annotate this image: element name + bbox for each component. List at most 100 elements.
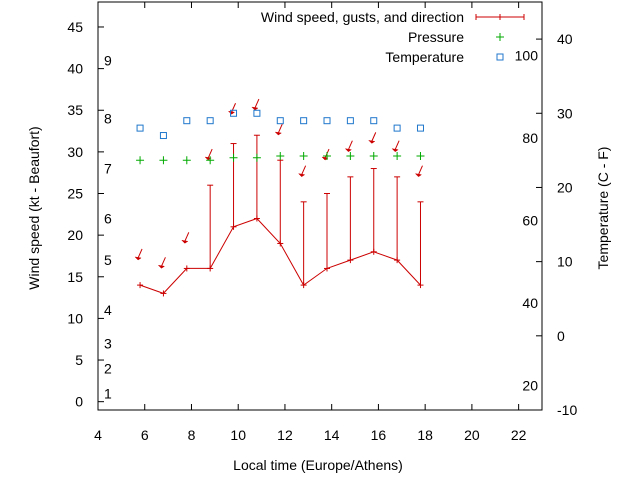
x-tick-label: 6 <box>141 427 149 443</box>
y-tick-label: 30 <box>67 144 83 160</box>
wind-direction-arrow <box>184 232 190 242</box>
fahrenheit-tick-label: 100 <box>515 48 539 64</box>
y-tick-label: 45 <box>67 19 83 35</box>
pressure-point <box>229 153 238 162</box>
x-tick-label: 14 <box>324 427 340 443</box>
temperature-point <box>323 117 331 125</box>
wind-direction-arrow <box>137 248 143 259</box>
wind-direction-arrowhead <box>251 106 259 111</box>
x-tick-label: 16 <box>371 427 387 443</box>
temperature-point <box>183 117 191 125</box>
temperature-point <box>253 109 261 117</box>
fahrenheit-tick-label: 60 <box>522 212 538 228</box>
data-layer <box>134 98 425 297</box>
temperature-point <box>346 117 354 125</box>
wind-direction-arrow <box>160 257 166 267</box>
wind-direction-arrowhead <box>204 156 212 161</box>
wind-direction-arrow <box>277 123 283 134</box>
beaufort-label: 8 <box>104 111 112 127</box>
y-axis-label: Wind speed (kt - Beaufort) <box>26 126 42 289</box>
y2-tick-label: 0 <box>557 328 565 344</box>
temperature-point <box>230 109 238 117</box>
x-tick-label: 10 <box>230 427 246 443</box>
pressure-point <box>416 152 425 161</box>
wind-direction-arrowhead <box>368 140 376 144</box>
x-tick-label: 18 <box>417 427 433 443</box>
pressure-point <box>299 152 308 161</box>
x-tick-label: 8 <box>188 427 196 443</box>
y-tick-label: 35 <box>67 102 83 118</box>
pressure-point <box>276 152 285 161</box>
wind-direction-arrowhead <box>134 256 142 261</box>
y-tick-label: 10 <box>67 310 83 326</box>
fahrenheit-tick-label: 40 <box>522 295 538 311</box>
wind-direction-arrowhead <box>391 148 399 153</box>
fahrenheit-tick-label: 80 <box>522 130 538 146</box>
pressure-point <box>136 156 145 165</box>
fahrenheit-tick-label: 20 <box>522 377 538 393</box>
y2-tick-label: -10 <box>557 402 577 418</box>
legend-pressure-mark <box>496 33 504 41</box>
y2-tick-label: 10 <box>557 254 573 270</box>
wind-direction-arrowhead <box>274 131 282 136</box>
wind-direction-arrowhead <box>414 173 423 178</box>
y2-tick-label: 40 <box>557 31 573 47</box>
wind-direction-arrowhead <box>297 173 306 178</box>
wind-direction-arrow <box>301 165 307 175</box>
temperature-point <box>393 124 401 132</box>
beaufort-label: 2 <box>104 360 112 376</box>
wind-direction-arrowhead <box>157 264 166 269</box>
beaufort-label: 7 <box>104 161 112 177</box>
beaufort-label: 5 <box>104 252 112 268</box>
wind-direction-arrow <box>207 148 213 159</box>
wind-direction-arrowhead <box>227 110 236 115</box>
beaufort-label: 4 <box>104 302 112 318</box>
x-tick-label: 20 <box>464 427 480 443</box>
pressure-point <box>346 152 355 161</box>
y-tick-label: 0 <box>75 394 83 410</box>
legend-label: Temperature <box>385 49 464 65</box>
wind-direction-arrow <box>231 103 236 113</box>
y2-tick-label: 30 <box>557 105 573 121</box>
temperature-point <box>159 132 167 140</box>
wind-direction-arrow <box>418 165 423 175</box>
pressure-point <box>252 153 261 162</box>
y-tick-label: 20 <box>67 227 83 243</box>
pressure-point <box>323 152 332 161</box>
pressure-point <box>393 152 402 161</box>
temperature-point <box>370 117 378 125</box>
wind-direction-arrowhead <box>344 148 353 153</box>
pressure-point <box>182 156 191 165</box>
wind-direction-arrow <box>347 140 353 150</box>
legend-label: Wind speed, gusts, and direction <box>261 9 464 25</box>
beaufort-label: 3 <box>104 335 112 351</box>
y2-tick-label: 20 <box>557 179 573 195</box>
pressure-point <box>159 156 168 165</box>
pressure-point <box>206 156 215 165</box>
legend: Wind speed, gusts, and direction Pressure… <box>261 9 525 65</box>
wind-direction-arrowhead <box>181 239 189 244</box>
plot-frame <box>97 1 543 411</box>
temperature-point <box>276 117 284 125</box>
beaufort-label: 6 <box>104 210 112 226</box>
y2-axis-label: Temperature (C - F) <box>595 147 611 270</box>
temperature-point <box>136 124 144 132</box>
beaufort-label: 9 <box>104 52 112 68</box>
x-tick-label: 4 <box>94 427 102 443</box>
pressure-point <box>369 152 378 161</box>
wind-direction-arrow <box>254 98 260 109</box>
temperature-point <box>206 117 214 125</box>
x-tick-label: 12 <box>277 427 293 443</box>
x-tick-label: 22 <box>511 427 527 443</box>
wind-direction-arrow <box>371 132 377 142</box>
axes-layer: 4 6 8 10 12 14 16 18 20 22051015202530354045-1001… <box>67 1 577 443</box>
legend-label: Pressure <box>408 29 464 45</box>
legend-temperature-mark <box>496 53 504 61</box>
beaufort-label: 1 <box>104 385 112 401</box>
x-axis-label: Local time (Europe/Athens) <box>233 457 403 473</box>
wind-direction-arrow <box>394 140 400 150</box>
y-tick-label: 40 <box>67 61 83 77</box>
y-tick-label: 25 <box>67 186 83 202</box>
y-tick-label: 5 <box>75 352 83 368</box>
